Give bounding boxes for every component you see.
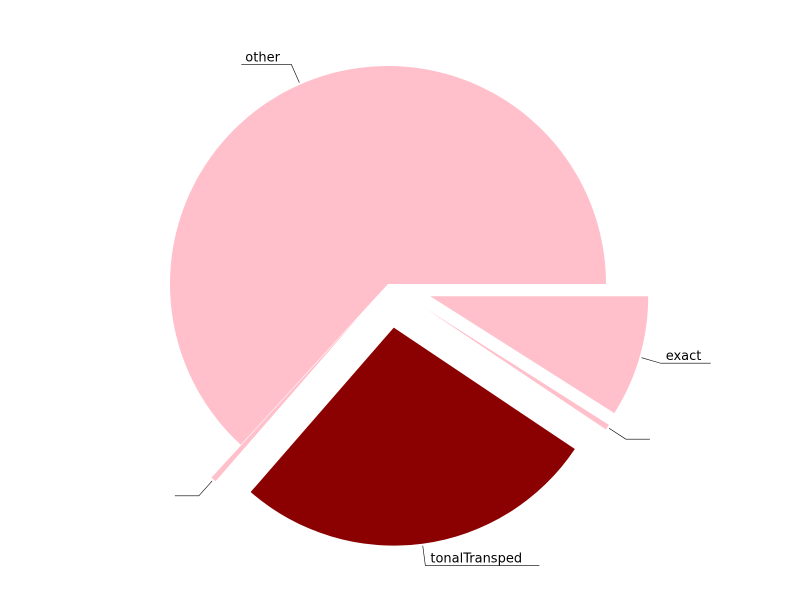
leader-line-other (241, 64, 300, 83)
pie-slices (170, 65, 649, 546)
pie-slice-other (170, 65, 606, 445)
leader-line-unlabeled-1 (608, 427, 650, 440)
pie-slice-tonalTransped (250, 327, 575, 546)
leader-line-exact (641, 357, 711, 364)
leader-line-tonalTransped (422, 545, 540, 566)
slice-label-tonalTransped: tonalTransped (430, 552, 522, 567)
slice-label-exact: exact (666, 349, 702, 364)
slice-label-other: other (245, 50, 280, 65)
leader-line-unlabeled-3 (174, 480, 213, 497)
pie-labels: exact tonalTransped other (174, 50, 711, 567)
pie-slice-exact (430, 296, 649, 414)
pie-slice-unlabeled-3 (211, 316, 359, 482)
pie-slice-unlabeled-1 (424, 308, 609, 430)
